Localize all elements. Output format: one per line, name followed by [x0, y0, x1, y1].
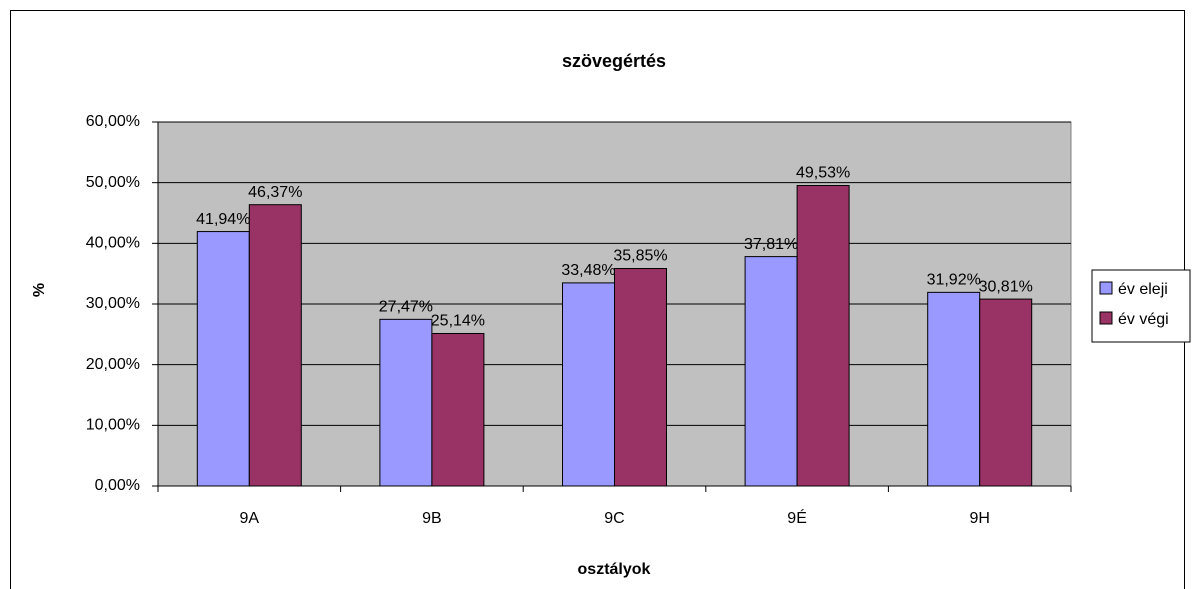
- y-tick-label: 20,00%: [86, 356, 140, 373]
- bar: [744, 256, 798, 487]
- bar: [979, 298, 1033, 487]
- bar: [379, 318, 433, 487]
- legend-label: év eleji: [1118, 281, 1168, 298]
- x-tick-label: 9C: [604, 510, 624, 527]
- bar: [248, 204, 302, 487]
- y-tick-label: 50,00%: [86, 174, 140, 191]
- legend-label: év végi: [1118, 311, 1169, 328]
- data-label: 30,81%: [979, 278, 1033, 295]
- y-tick-label: 30,00%: [86, 295, 140, 312]
- y-tick-label: 60,00%: [86, 113, 140, 130]
- x-tick-label: 9B: [422, 510, 442, 527]
- data-label: 33,48%: [561, 262, 615, 279]
- data-label: 41,94%: [196, 211, 250, 228]
- bar: [614, 268, 667, 487]
- y-tick-label: 0,00%: [95, 477, 140, 494]
- data-label: 25,14%: [431, 313, 485, 330]
- data-label: 27,47%: [379, 299, 433, 316]
- y-axis-label: %: [31, 283, 48, 297]
- y-tick-label: 10,00%: [86, 417, 140, 434]
- chart-title: szövegértés: [562, 51, 666, 71]
- bar: [431, 332, 485, 487]
- x-axis-label: osztályok: [578, 561, 651, 578]
- bar: [927, 291, 981, 487]
- legend-swatch: [1099, 311, 1113, 325]
- bar: [796, 185, 850, 487]
- data-label: 37,81%: [744, 236, 798, 253]
- data-label: 49,53%: [796, 165, 850, 182]
- x-tick-label: 9A: [240, 510, 260, 527]
- x-tick-label: 9É: [787, 508, 807, 527]
- y-tick-label: 40,00%: [86, 235, 140, 252]
- x-tick-label: 9H: [969, 510, 989, 527]
- bar: [562, 282, 615, 487]
- bar: [196, 231, 250, 487]
- data-label: 31,92%: [927, 272, 981, 289]
- data-label: 35,85%: [613, 248, 667, 265]
- legend-swatch: [1099, 281, 1113, 295]
- data-label: 46,37%: [248, 184, 302, 201]
